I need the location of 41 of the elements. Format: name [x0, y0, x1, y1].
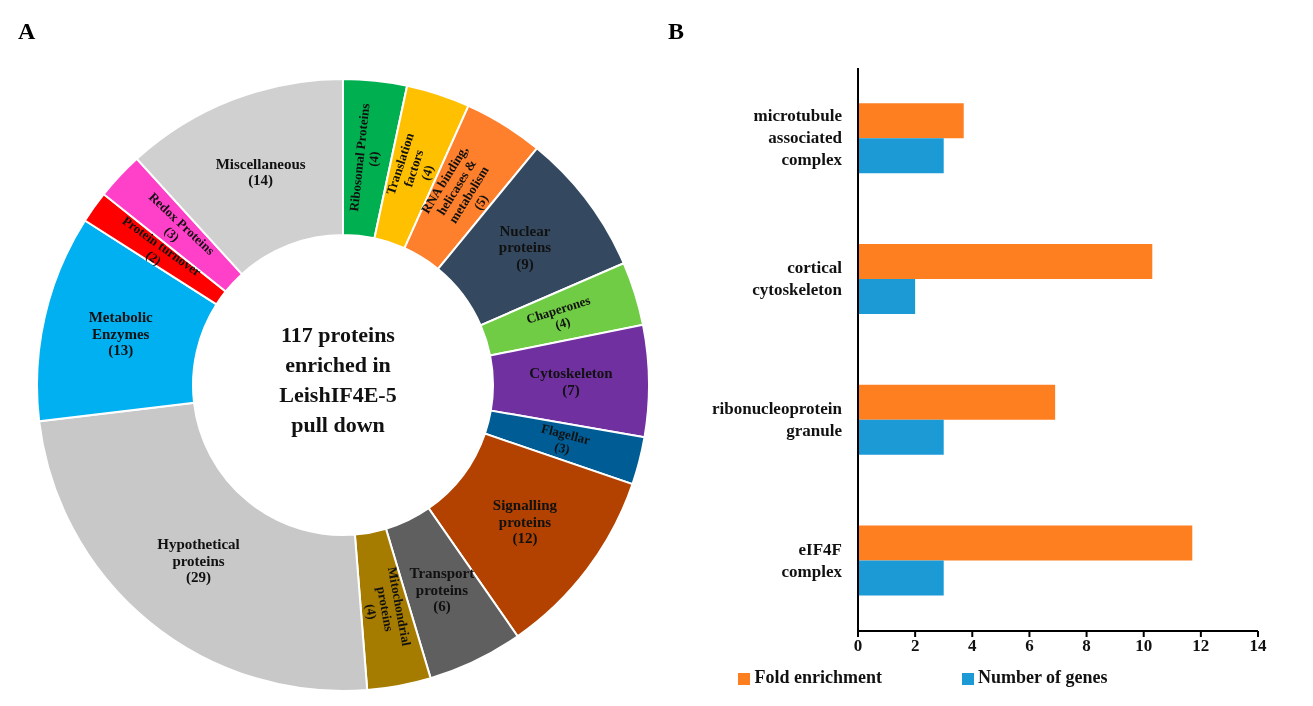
- chart-title: B: [668, 18, 685, 45]
- x-tick-label: 0: [853, 636, 863, 656]
- bar: [858, 243, 1153, 279]
- x-tick-label: 4: [968, 636, 978, 656]
- slice-label: Signalling proteins: [492, 497, 558, 530]
- x-tick-label: 8: [1082, 636, 1091, 656]
- data-label: (4): [362, 602, 381, 621]
- legend-label: Number of genes: [977, 667, 1108, 687]
- slice-label: Miscellaneous: [215, 155, 306, 172]
- data-label: (12): [512, 530, 538, 548]
- data-label: (9): [516, 255, 534, 273]
- legend-label: Fold enrichment: [754, 667, 882, 687]
- data-label: (29): [186, 569, 211, 587]
- data-label: (7): [562, 381, 580, 399]
- y-tick-label: eIF4F complex: [781, 539, 843, 581]
- data-label: (13): [108, 342, 134, 360]
- slice-label: Cytoskeleton: [529, 365, 614, 382]
- bar: [858, 103, 964, 139]
- bar: [858, 384, 1056, 420]
- bar: [858, 560, 944, 596]
- data-label: (4): [365, 150, 382, 168]
- bar: [858, 278, 916, 314]
- data-label: (6): [433, 598, 451, 616]
- y-tick-label: cortical cytoskeleton: [752, 258, 843, 300]
- slice-label: Hypothetical proteins: [157, 536, 240, 569]
- text: 117 proteins enriched in LeishIF4E-5 pull down: [279, 322, 397, 437]
- slice-label: Metabolic Enzymes: [88, 309, 154, 342]
- x-tick-label: 12: [1192, 636, 1210, 656]
- bar: [858, 419, 944, 455]
- chart-title: A: [18, 18, 36, 45]
- x-tick-label: 14: [1249, 636, 1267, 656]
- bar: [858, 525, 1193, 561]
- data-label: (14): [248, 172, 274, 190]
- x-tick-label: 10: [1135, 636, 1153, 656]
- y-tick-label: ribonucleoprotein granule: [711, 398, 843, 440]
- bar: [858, 138, 944, 174]
- x-tick-label: 2: [910, 636, 920, 656]
- y-tick-label: microtubule associated complex: [753, 106, 843, 170]
- slice-label: Nuclear proteins: [498, 222, 552, 256]
- x-tick-label: 6: [1025, 636, 1034, 656]
- slice-label: Transport proteins: [409, 565, 475, 598]
